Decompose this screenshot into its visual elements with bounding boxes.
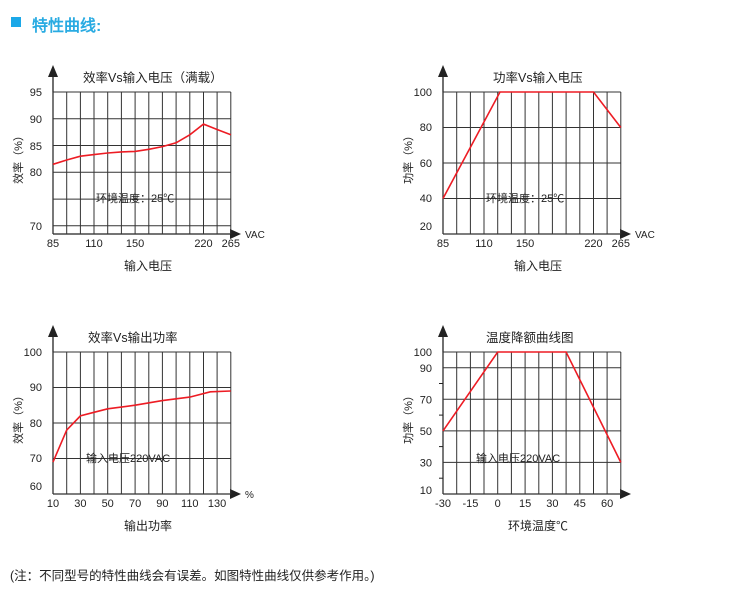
svg-text:70: 70	[30, 453, 42, 465]
svg-text:效率Vs输入电压（满载）: 效率Vs输入电压（满载）	[83, 70, 223, 85]
svg-text:70: 70	[129, 498, 141, 510]
svg-text:90: 90	[30, 114, 42, 126]
svg-text:110: 110	[85, 238, 103, 250]
svg-text:220: 220	[584, 238, 602, 250]
svg-text:30: 30	[420, 457, 432, 469]
svg-text:温度降额曲线图: 温度降额曲线图	[486, 330, 574, 345]
svg-text:100: 100	[414, 347, 432, 359]
svg-text:60: 60	[30, 481, 42, 493]
svg-text:50: 50	[420, 426, 432, 438]
svg-text:150: 150	[516, 238, 534, 250]
svg-text:220: 220	[194, 238, 212, 250]
svg-text:10: 10	[47, 498, 59, 510]
svg-text:130: 130	[208, 498, 226, 510]
svg-text:10: 10	[420, 485, 432, 497]
svg-text:功率（%）: 功率（%）	[401, 390, 415, 444]
svg-text:30: 30	[546, 498, 558, 510]
svg-text:265: 265	[222, 238, 240, 250]
svg-text:效率（%）: 效率（%）	[11, 390, 25, 444]
svg-text:环境温度：25℃: 环境温度：25℃	[486, 191, 564, 205]
svg-text:45: 45	[574, 498, 586, 510]
svg-text:VAC: VAC	[635, 230, 655, 241]
svg-text:0: 0	[495, 498, 501, 510]
svg-text:150: 150	[126, 238, 144, 250]
svg-text:15: 15	[519, 498, 531, 510]
svg-text:输入电压: 输入电压	[514, 258, 562, 273]
svg-text:265: 265	[612, 238, 630, 250]
svg-text:30: 30	[74, 498, 86, 510]
svg-text:40: 40	[420, 193, 432, 205]
svg-text:110: 110	[475, 238, 493, 250]
svg-text:85: 85	[47, 238, 59, 250]
svg-text:-15: -15	[462, 498, 478, 510]
svg-text:效率（%）: 效率（%）	[11, 130, 25, 184]
svg-text:环境温度：25℃: 环境温度：25℃	[96, 191, 174, 205]
svg-text:输出功率: 输出功率	[124, 518, 172, 533]
svg-text:85: 85	[30, 141, 42, 153]
svg-text:60: 60	[601, 498, 613, 510]
svg-text:%: %	[245, 490, 254, 501]
svg-text:60: 60	[420, 158, 432, 170]
svg-text:50: 50	[102, 498, 114, 510]
svg-text:VAC: VAC	[245, 230, 265, 241]
svg-text:输入电压220VAC: 输入电压220VAC	[86, 451, 170, 465]
svg-text:-30: -30	[435, 498, 451, 510]
svg-text:90: 90	[420, 363, 432, 375]
svg-text:100: 100	[24, 347, 42, 359]
svg-text:100: 100	[414, 87, 432, 99]
svg-text:环境温度℃: 环境温度℃	[508, 518, 568, 533]
svg-text:70: 70	[420, 394, 432, 406]
svg-text:输入电压: 输入电压	[124, 258, 172, 273]
svg-text:90: 90	[30, 382, 42, 394]
svg-text:80: 80	[30, 167, 42, 179]
svg-text:110: 110	[181, 498, 199, 510]
svg-text:80: 80	[420, 122, 432, 134]
svg-text:80: 80	[30, 418, 42, 430]
svg-text:效率Vs输出功率: 效率Vs输出功率	[88, 330, 178, 345]
svg-text:85: 85	[437, 238, 449, 250]
svg-text:20: 20	[420, 221, 432, 233]
svg-text:功率Vs输入电压: 功率Vs输入电压	[493, 70, 583, 85]
svg-text:95: 95	[30, 87, 42, 99]
svg-text:90: 90	[156, 498, 168, 510]
svg-text:70: 70	[30, 221, 42, 233]
svg-text:功率（%）: 功率（%）	[401, 130, 415, 184]
svg-text:输入电压220VAC: 输入电压220VAC	[476, 451, 560, 465]
